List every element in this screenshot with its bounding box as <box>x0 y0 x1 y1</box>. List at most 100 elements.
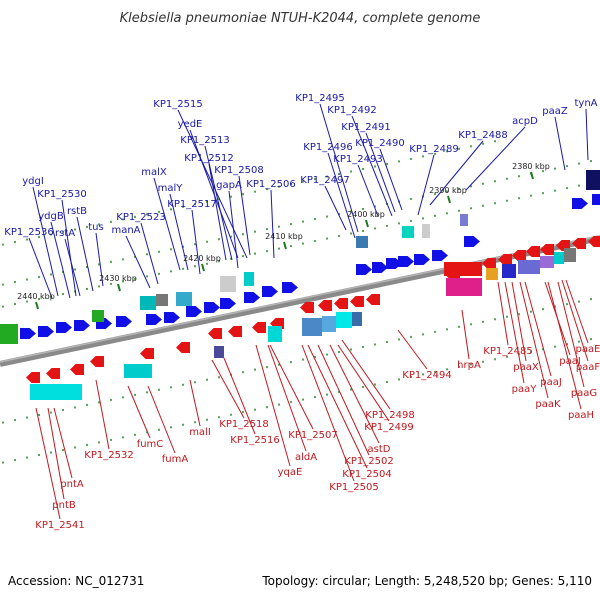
gene-block[interactable] <box>0 324 18 344</box>
gene-label-KP1_2505[interactable]: KP1_2505 <box>329 482 378 493</box>
gene-arrow[interactable] <box>334 298 348 309</box>
gene-arrow[interactable] <box>398 256 414 267</box>
gene-block[interactable] <box>586 170 600 190</box>
gene-arrow[interactable] <box>366 294 380 305</box>
gene-arrow[interactable] <box>208 328 222 339</box>
gene-label-pntA[interactable]: pntA <box>60 479 84 490</box>
gene-arrow[interactable] <box>588 236 600 247</box>
gene-arrow[interactable] <box>540 244 554 255</box>
gene-label-paaX[interactable]: paaX <box>513 362 539 373</box>
gene-arrow[interactable] <box>204 302 220 313</box>
gene-block[interactable] <box>356 236 368 248</box>
gene-arrow[interactable] <box>176 342 190 353</box>
gene-arrow[interactable] <box>116 316 132 327</box>
gene-label-yedE[interactable]: yedE <box>178 119 203 130</box>
gene-arrow[interactable] <box>282 282 298 293</box>
gene-arrow[interactable] <box>244 292 260 303</box>
gene-label-yqaE[interactable]: yqaE <box>278 467 303 478</box>
gene-label-KP1_2518[interactable]: KP1_2518 <box>219 419 268 430</box>
gene-block[interactable] <box>518 260 540 274</box>
gene-block[interactable] <box>460 214 468 226</box>
gene-label-KP1_2506[interactable]: KP1_2506 <box>246 179 295 190</box>
gene-block[interactable] <box>156 294 168 306</box>
gene-block[interactable] <box>486 268 498 280</box>
gene-label-paaH[interactable]: paaH <box>568 410 594 421</box>
gene-label-rstA[interactable]: rstA <box>55 228 75 239</box>
gene-label-astD[interactable]: astD <box>368 444 391 455</box>
gene-arrow[interactable] <box>228 326 242 337</box>
gene-label-acpD[interactable]: acpD <box>512 116 538 127</box>
gene-arrow[interactable] <box>414 254 430 265</box>
gene-block[interactable] <box>352 312 362 326</box>
gene-label-KP1_2532[interactable]: KP1_2532 <box>84 450 133 461</box>
gene-label-KP1_2498[interactable]: KP1_2498 <box>365 410 414 421</box>
gene-label-KP1_2512[interactable]: KP1_2512 <box>184 153 233 164</box>
gene-label-KP1_2513[interactable]: KP1_2513 <box>180 135 229 146</box>
gene-label-KP1_2497[interactable]: KP1_2497 <box>300 175 349 186</box>
gene-block[interactable] <box>402 226 414 238</box>
gene-arrow[interactable] <box>56 322 72 333</box>
gene-arrow[interactable] <box>262 286 278 297</box>
gene-label-pntB[interactable]: pntB <box>52 500 76 511</box>
gene-label-KP1_2495[interactable]: KP1_2495 <box>295 93 344 104</box>
gene-block[interactable] <box>502 264 516 278</box>
gene-arrow[interactable] <box>186 306 202 317</box>
gene-label-KP1_2496[interactable]: KP1_2496 <box>303 142 352 153</box>
gene-label-paaZ[interactable]: paaZ <box>542 106 568 117</box>
gene-label-fumC[interactable]: fumC <box>137 439 164 450</box>
gene-block[interactable] <box>220 276 236 292</box>
gene-arrow[interactable] <box>300 302 314 313</box>
gene-label-paaJ[interactable]: paaJ <box>540 377 562 388</box>
gene-label-KP1_2499[interactable]: KP1_2499 <box>364 422 413 433</box>
gene-block[interactable] <box>244 272 254 286</box>
gene-arrow[interactable] <box>46 368 60 379</box>
gene-label-ydgB[interactable]: ydgB <box>38 211 64 222</box>
gene-label-gapA[interactable]: gapA <box>216 180 242 191</box>
gene-arrow[interactable] <box>318 300 332 311</box>
gene-block[interactable] <box>214 346 224 358</box>
gene-label-malI[interactable]: malI <box>189 427 211 438</box>
gene-label-KP1_2530[interactable]: KP1_2530 <box>37 189 86 200</box>
gene-label-KP1_2504[interactable]: KP1_2504 <box>342 469 391 480</box>
gene-block[interactable] <box>540 256 554 268</box>
gene-label-KP1_2523[interactable]: KP1_2523 <box>116 212 165 223</box>
gene-arrow[interactable] <box>20 328 36 339</box>
gene-block[interactable] <box>92 310 104 322</box>
gene-label-paaK[interactable]: paaK <box>535 399 561 410</box>
gene-label-aldA[interactable]: aldA <box>295 452 317 463</box>
gene-arrow[interactable] <box>356 264 372 275</box>
gene-arrow[interactable] <box>252 322 266 333</box>
gene-arrow[interactable] <box>372 262 388 273</box>
gene-label-paaF[interactable]: paaF <box>576 362 600 373</box>
gene-label-malY[interactable]: malY <box>158 183 184 194</box>
gene-arrow[interactable] <box>526 246 540 257</box>
gene-arrow[interactable] <box>572 198 588 209</box>
gene-label-fumA[interactable]: fumA <box>162 454 189 465</box>
gene-label-KP1_2490[interactable]: KP1_2490 <box>355 138 404 149</box>
gene-label-hrpA[interactable]: hrpA <box>457 360 481 371</box>
gene-arrow[interactable] <box>350 296 364 307</box>
gene-block[interactable] <box>140 296 156 310</box>
gene-block[interactable] <box>446 278 482 296</box>
gene-block[interactable] <box>422 224 430 238</box>
gene-arrow[interactable] <box>592 194 600 205</box>
gene-label-KP1_2485[interactable]: KP1_2485 <box>483 346 532 357</box>
gene-label-tynA[interactable]: tynA <box>574 98 597 109</box>
gene-label-KP1_2488[interactable]: KP1_2488 <box>458 130 507 141</box>
gene-label-KP1_2517[interactable]: KP1_2517 <box>167 199 216 210</box>
gene-block[interactable] <box>564 248 576 262</box>
gene-label-ydgI[interactable]: ydgI <box>22 176 44 187</box>
gene-label-paaG[interactable]: paaG <box>571 388 597 399</box>
gene-block[interactable] <box>176 292 192 306</box>
gene-label-malX[interactable]: malX <box>141 167 167 178</box>
gene-label-KP1_2492[interactable]: KP1_2492 <box>327 105 376 116</box>
gene-arrow[interactable] <box>572 238 586 249</box>
gene-arrow[interactable] <box>432 250 448 261</box>
gene-label-KP1_2541[interactable]: KP1_2541 <box>35 520 84 531</box>
gene-label-tus[interactable]: tus <box>88 222 103 233</box>
gene-block[interactable] <box>322 316 336 332</box>
gene-arrow[interactable] <box>164 312 180 323</box>
gene-arrow[interactable] <box>146 314 162 325</box>
gene-arrow[interactable] <box>464 236 480 247</box>
gene-block[interactable] <box>554 252 564 264</box>
